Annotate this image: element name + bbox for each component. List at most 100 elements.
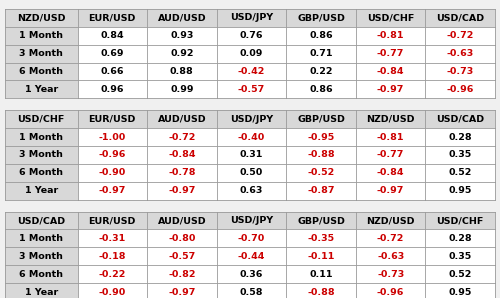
Text: -0.84: -0.84 [377,67,404,76]
Text: -0.72: -0.72 [446,31,474,40]
Text: -0.81: -0.81 [377,133,404,142]
Text: USD/CHF: USD/CHF [436,216,484,225]
Text: AUD/USD: AUD/USD [158,13,206,22]
Text: -0.88: -0.88 [307,150,335,159]
Text: AUD/USD: AUD/USD [158,216,206,225]
Text: -0.44: -0.44 [238,252,265,261]
Text: -0.73: -0.73 [446,67,474,76]
Text: 0.88: 0.88 [170,67,194,76]
Text: -0.96: -0.96 [98,150,126,159]
Text: 0.99: 0.99 [170,85,194,94]
Text: USD/JPY: USD/JPY [230,115,273,124]
Text: 0.11: 0.11 [310,270,333,279]
Text: -0.97: -0.97 [168,288,196,297]
Text: 6 Month: 6 Month [19,270,63,279]
Text: EUR/USD: EUR/USD [88,216,136,225]
Text: 1 Year: 1 Year [24,288,58,297]
Text: -0.57: -0.57 [168,252,196,261]
Text: -0.11: -0.11 [308,252,334,261]
Text: 0.96: 0.96 [100,85,124,94]
Text: NZD/USD: NZD/USD [366,216,415,225]
Text: AUD/USD: AUD/USD [158,115,206,124]
Text: 0.86: 0.86 [309,85,333,94]
Text: 0.95: 0.95 [448,186,472,195]
Text: 0.95: 0.95 [448,288,472,297]
Text: -0.77: -0.77 [377,49,404,58]
Text: -0.82: -0.82 [168,270,196,279]
Text: 0.22: 0.22 [310,67,333,76]
Text: GBP/USD: GBP/USD [297,115,345,124]
Text: USD/JPY: USD/JPY [230,13,273,22]
Text: -0.52: -0.52 [308,168,334,177]
Text: -0.97: -0.97 [377,186,404,195]
Text: -0.35: -0.35 [308,234,334,243]
Text: 1 Month: 1 Month [19,234,63,243]
Text: -0.40: -0.40 [238,133,265,142]
Text: 0.86: 0.86 [309,31,333,40]
Text: GBP/USD: GBP/USD [297,13,345,22]
Text: -1.00: -1.00 [98,133,126,142]
Text: 6 Month: 6 Month [19,168,63,177]
Text: -0.18: -0.18 [98,252,126,261]
Text: 0.69: 0.69 [100,49,124,58]
Text: NZD/USD: NZD/USD [366,115,415,124]
Text: 0.84: 0.84 [100,31,124,40]
Text: 0.58: 0.58 [240,288,263,297]
Text: 0.66: 0.66 [100,67,124,76]
Text: 0.28: 0.28 [448,234,472,243]
Text: -0.31: -0.31 [98,234,126,243]
Text: 0.31: 0.31 [240,150,263,159]
Text: 0.50: 0.50 [240,168,263,177]
Text: USD/CHF: USD/CHF [18,115,65,124]
Text: -0.90: -0.90 [98,288,126,297]
Text: -0.97: -0.97 [377,85,404,94]
Text: USD/CHF: USD/CHF [367,13,414,22]
Text: 3 Month: 3 Month [20,150,63,159]
Text: 1 Month: 1 Month [19,31,63,40]
Text: USD/CAD: USD/CAD [436,13,484,22]
Text: 0.76: 0.76 [240,31,263,40]
Text: -0.77: -0.77 [377,150,404,159]
Text: 0.92: 0.92 [170,49,194,58]
Text: -0.97: -0.97 [168,186,196,195]
Text: -0.88: -0.88 [307,288,335,297]
Text: 3 Month: 3 Month [20,49,63,58]
Text: -0.84: -0.84 [168,150,196,159]
Text: -0.97: -0.97 [98,186,126,195]
Text: -0.42: -0.42 [238,67,265,76]
Text: 1 Year: 1 Year [24,85,58,94]
Text: -0.96: -0.96 [446,85,474,94]
Text: 0.71: 0.71 [310,49,333,58]
Text: -0.87: -0.87 [308,186,335,195]
Text: GBP/USD: GBP/USD [297,216,345,225]
Text: NZD/USD: NZD/USD [17,13,66,22]
Text: -0.78: -0.78 [168,168,196,177]
Text: -0.72: -0.72 [168,133,196,142]
Text: -0.63: -0.63 [446,49,474,58]
Text: -0.73: -0.73 [377,270,404,279]
Text: -0.57: -0.57 [238,85,265,94]
Text: -0.22: -0.22 [98,270,126,279]
Text: USD/JPY: USD/JPY [230,216,273,225]
Text: 1 Month: 1 Month [19,133,63,142]
Text: EUR/USD: EUR/USD [88,115,136,124]
Text: 0.35: 0.35 [448,150,472,159]
Text: -0.63: -0.63 [377,252,404,261]
Text: 0.35: 0.35 [448,252,472,261]
Text: 3 Month: 3 Month [20,252,63,261]
Text: 1 Year: 1 Year [24,186,58,195]
Text: -0.95: -0.95 [308,133,334,142]
Text: -0.90: -0.90 [98,168,126,177]
Text: 0.63: 0.63 [240,186,263,195]
Text: USD/CAD: USD/CAD [436,115,484,124]
Text: 0.36: 0.36 [240,270,263,279]
Text: -0.81: -0.81 [377,31,404,40]
Text: EUR/USD: EUR/USD [88,13,136,22]
Text: 0.52: 0.52 [448,270,472,279]
Text: -0.84: -0.84 [377,168,404,177]
Text: -0.96: -0.96 [377,288,404,297]
Text: -0.72: -0.72 [377,234,404,243]
Text: 0.09: 0.09 [240,49,263,58]
Text: 0.93: 0.93 [170,31,194,40]
Text: USD/CAD: USD/CAD [17,216,66,225]
